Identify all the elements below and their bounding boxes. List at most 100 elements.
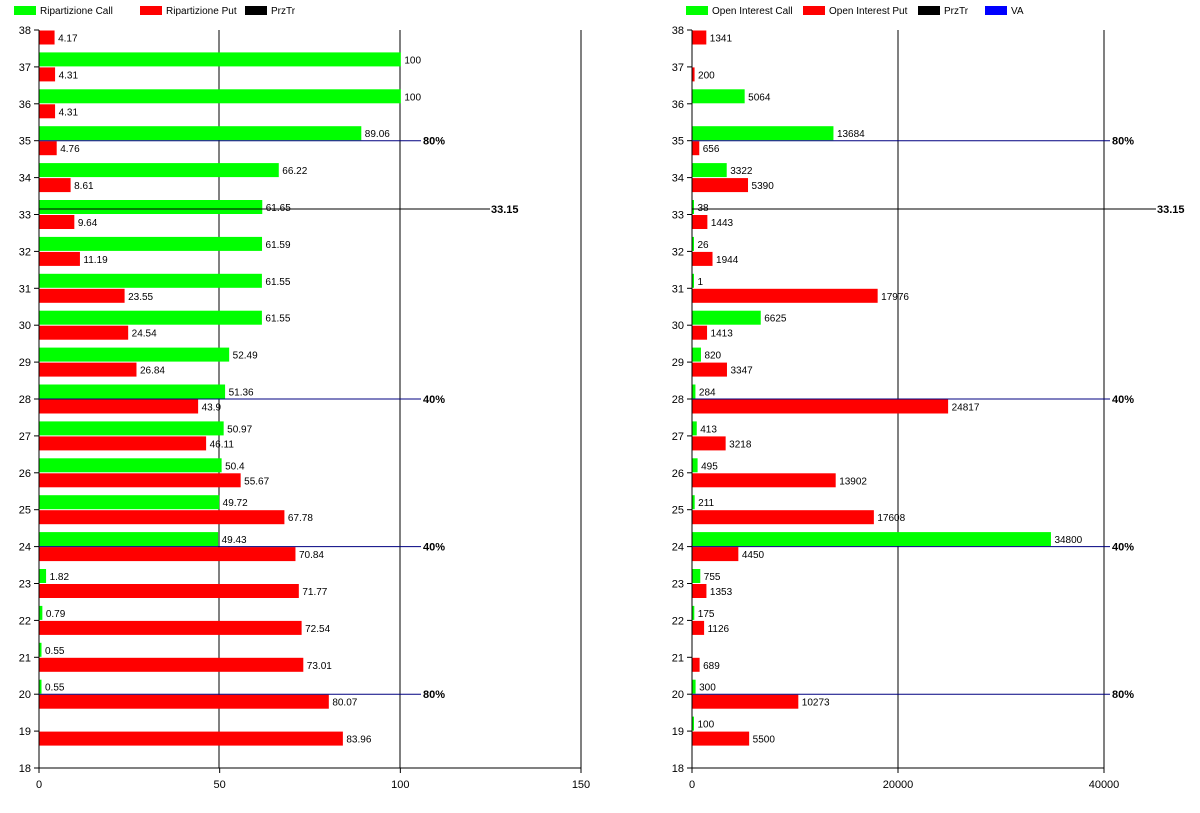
bar-put xyxy=(39,657,304,672)
y-tick-label: 20 xyxy=(672,689,684,701)
bar-call xyxy=(39,163,279,178)
data-label-put: 17608 xyxy=(877,513,905,524)
data-label-put: 4.31 xyxy=(59,107,79,118)
data-label-call: 100 xyxy=(404,92,421,103)
legend-swatch-put xyxy=(803,6,825,15)
data-label-call: 34800 xyxy=(1054,535,1082,546)
data-label-put: 1413 xyxy=(711,329,734,340)
x-tick-label: 40000 xyxy=(1089,779,1120,791)
y-tick-label: 34 xyxy=(19,173,31,185)
bar-call xyxy=(39,642,42,657)
data-label-put: 43.9 xyxy=(202,403,222,414)
bar-put xyxy=(692,362,727,377)
bar-put xyxy=(39,141,57,156)
bar-put xyxy=(692,584,707,598)
data-label-put: 1126 xyxy=(708,624,730,635)
legend-swatch-put xyxy=(140,6,162,15)
data-label-put: 80.07 xyxy=(332,698,357,709)
data-label-call: 413 xyxy=(700,424,717,435)
y-tick-label: 29 xyxy=(672,357,684,369)
x-tick-label: 0 xyxy=(689,779,695,791)
bar-put xyxy=(692,141,700,156)
data-label-put: 8.61 xyxy=(74,181,94,192)
data-label-call: 6625 xyxy=(764,314,787,325)
bar-put xyxy=(692,657,700,672)
bar-call xyxy=(692,716,694,731)
y-tick-label: 30 xyxy=(19,320,31,332)
bar-call xyxy=(692,347,701,362)
y-tick-label: 33 xyxy=(672,210,684,222)
chart-panel-1: Ripartizione Call Ripartizione Put PrzTr 18… xyxy=(14,6,590,791)
bar-put xyxy=(39,362,137,377)
y-tick-label: 35 xyxy=(672,136,684,148)
bar-call xyxy=(39,532,219,547)
bar-call xyxy=(39,310,262,325)
va-reference-label: 40% xyxy=(1112,394,1134,406)
bar-put xyxy=(692,731,750,746)
y-tick-label: 18 xyxy=(672,763,684,775)
x-tick-label: 0 xyxy=(36,779,42,791)
bar-put xyxy=(39,694,329,709)
data-label-call: 49.43 xyxy=(222,535,247,546)
bar-put xyxy=(692,215,708,229)
data-label-put: 11.19 xyxy=(83,255,108,266)
y-tick-label: 29 xyxy=(19,357,31,369)
data-label-call: 284 xyxy=(699,388,716,399)
y-tick-label: 28 xyxy=(19,394,31,406)
x-tick-label: 100 xyxy=(391,779,409,791)
y-tick-label: 34 xyxy=(672,173,684,185)
y-tick-label: 23 xyxy=(672,579,684,591)
bar-call xyxy=(39,679,42,694)
data-label-call: 13684 xyxy=(837,129,865,140)
bar-call xyxy=(692,679,696,694)
data-label-call: 100 xyxy=(404,55,421,66)
bar-put xyxy=(692,30,707,45)
bar-put xyxy=(39,584,299,598)
legend-label-call: Open Interest Call xyxy=(712,6,793,17)
y-tick-label: 31 xyxy=(19,283,31,295)
y-tick-label: 37 xyxy=(19,62,31,74)
va-reference-label: 80% xyxy=(1112,136,1134,148)
data-label-call: 5064 xyxy=(748,92,771,103)
y-tick-label: 37 xyxy=(672,62,684,74)
bar-call xyxy=(39,200,263,214)
bar-call xyxy=(39,52,401,67)
bar-put xyxy=(39,399,199,414)
x-tick-label: 50 xyxy=(214,779,226,791)
y-tick-label: 36 xyxy=(672,99,684,111)
va-reference-label: 40% xyxy=(423,542,445,554)
bar-call xyxy=(39,458,222,473)
x-tick-label: 20000 xyxy=(883,779,914,791)
bar-put xyxy=(39,30,55,45)
data-label-call: 49.72 xyxy=(223,498,248,509)
va-reference-label: 80% xyxy=(1112,689,1134,701)
y-tick-label: 36 xyxy=(19,99,31,111)
data-label-call: 50.97 xyxy=(227,424,252,435)
legend-swatch-va xyxy=(985,6,1007,15)
data-label-put: 5390 xyxy=(752,181,775,192)
data-label-put: 3218 xyxy=(729,439,752,450)
data-label-put: 71.77 xyxy=(302,587,327,598)
y-tick-label: 27 xyxy=(672,431,684,443)
data-label-call: 61.55 xyxy=(265,314,290,325)
data-label-put: 4450 xyxy=(742,550,765,561)
legend-label-put: Open Interest Put xyxy=(829,6,908,17)
y-tick-label: 26 xyxy=(19,468,31,480)
bar-put xyxy=(39,547,296,562)
data-label-call: 175 xyxy=(698,609,715,620)
bar-call xyxy=(692,532,1051,547)
y-tick-label: 24 xyxy=(19,542,31,554)
legend-label-call: Ripartizione Call xyxy=(40,6,113,17)
przTr-label: 33.15 xyxy=(1157,204,1185,216)
y-tick-label: 25 xyxy=(19,505,31,517)
legend-label-przTr: PrzTr xyxy=(271,6,296,17)
legend-swatch-przTr xyxy=(918,6,940,15)
bar-call xyxy=(39,236,263,251)
data-label-put: 46.11 xyxy=(210,439,235,450)
data-label-put: 83.96 xyxy=(346,735,371,746)
bar-call xyxy=(692,310,761,325)
bar-put xyxy=(39,104,56,119)
data-label-put: 23.55 xyxy=(128,292,153,303)
data-label-call: 100 xyxy=(698,720,715,731)
bar-put xyxy=(39,473,241,488)
